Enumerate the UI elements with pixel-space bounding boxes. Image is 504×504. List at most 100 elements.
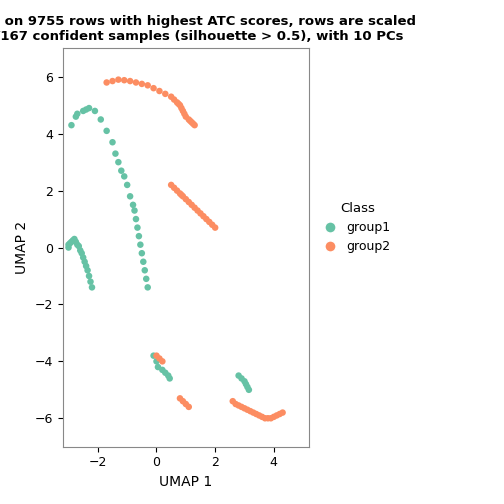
- group1: [69, 236, 77, 244]
- group1: [73, 110, 81, 118]
- group2: [167, 93, 175, 101]
- group2: [185, 115, 193, 123]
- group1: [108, 138, 116, 146]
- group1: [72, 238, 80, 246]
- Y-axis label: UMAP 2: UMAP 2: [15, 221, 29, 274]
- group2: [258, 413, 266, 421]
- group1: [114, 158, 122, 166]
- group2: [132, 79, 140, 87]
- group2: [176, 394, 184, 402]
- group1: [111, 150, 119, 158]
- group1: [234, 371, 242, 380]
- group2: [243, 406, 251, 414]
- group2: [270, 413, 278, 421]
- group2: [126, 77, 134, 85]
- group2: [173, 186, 181, 195]
- group2: [264, 414, 272, 422]
- group1: [79, 107, 87, 115]
- group2: [150, 84, 158, 92]
- group2: [229, 397, 237, 405]
- group1: [131, 207, 139, 215]
- group1: [164, 371, 172, 380]
- group2: [182, 112, 190, 120]
- group2: [180, 110, 188, 118]
- group2: [177, 104, 185, 112]
- group1: [123, 181, 131, 189]
- group1: [76, 246, 84, 255]
- group1: [78, 249, 86, 257]
- group2: [176, 190, 184, 198]
- group2: [189, 120, 197, 128]
- group2: [174, 100, 182, 108]
- group1: [68, 238, 76, 246]
- group1: [87, 278, 95, 286]
- group1: [65, 240, 73, 248]
- group2: [185, 198, 193, 206]
- group1: [161, 369, 169, 377]
- group2: [153, 352, 161, 360]
- group1: [82, 105, 90, 113]
- group2: [108, 77, 116, 85]
- group1: [134, 224, 142, 232]
- group1: [144, 283, 152, 291]
- group2: [240, 404, 248, 412]
- group2: [252, 410, 260, 418]
- group2: [276, 410, 284, 418]
- X-axis label: UMAP 1: UMAP 1: [159, 475, 213, 489]
- group2: [187, 118, 196, 127]
- group1: [88, 283, 96, 291]
- group1: [81, 258, 89, 266]
- group2: [177, 191, 185, 199]
- group2: [170, 184, 178, 192]
- group2: [249, 409, 258, 417]
- group1: [71, 235, 79, 243]
- Legend: group1, group2: group1, group2: [318, 196, 397, 260]
- group2: [232, 400, 240, 408]
- group1: [242, 380, 250, 388]
- group2: [103, 79, 111, 87]
- group2: [255, 411, 263, 419]
- group2: [176, 101, 184, 109]
- group2: [194, 207, 202, 215]
- group2: [205, 218, 213, 226]
- group2: [211, 224, 219, 232]
- group1: [166, 374, 174, 383]
- group1: [117, 167, 125, 175]
- group2: [179, 192, 187, 200]
- group1: [75, 242, 83, 250]
- group1: [132, 215, 140, 223]
- group1: [243, 383, 251, 391]
- group1: [68, 121, 76, 129]
- group2: [273, 411, 281, 419]
- group1: [240, 377, 248, 385]
- group1: [129, 201, 137, 209]
- group1: [66, 239, 74, 247]
- group2: [261, 414, 269, 422]
- group1: [142, 275, 150, 283]
- group1: [85, 272, 93, 280]
- group1: [138, 249, 146, 257]
- group2: [185, 403, 193, 411]
- group2: [237, 403, 245, 411]
- group1: [245, 386, 253, 394]
- group1: [82, 262, 90, 270]
- group2: [170, 96, 178, 104]
- group1: [154, 363, 162, 371]
- group1: [135, 232, 143, 240]
- group1: [72, 112, 80, 120]
- group1: [103, 127, 111, 135]
- group2: [158, 357, 166, 365]
- group2: [187, 201, 196, 209]
- group1: [97, 115, 105, 123]
- group1: [137, 240, 145, 248]
- group2: [197, 209, 205, 217]
- group2: [167, 181, 175, 189]
- group1: [139, 258, 147, 266]
- group2: [279, 409, 287, 417]
- Title: UMAP on 9755 rows with highest ATC scores, rows are scaled
167/167 confident sam: UMAP on 9755 rows with highest ATC score…: [0, 15, 416, 43]
- group1: [237, 374, 245, 383]
- group1: [79, 254, 87, 262]
- group2: [120, 76, 129, 84]
- group1: [85, 104, 93, 112]
- group2: [155, 87, 163, 95]
